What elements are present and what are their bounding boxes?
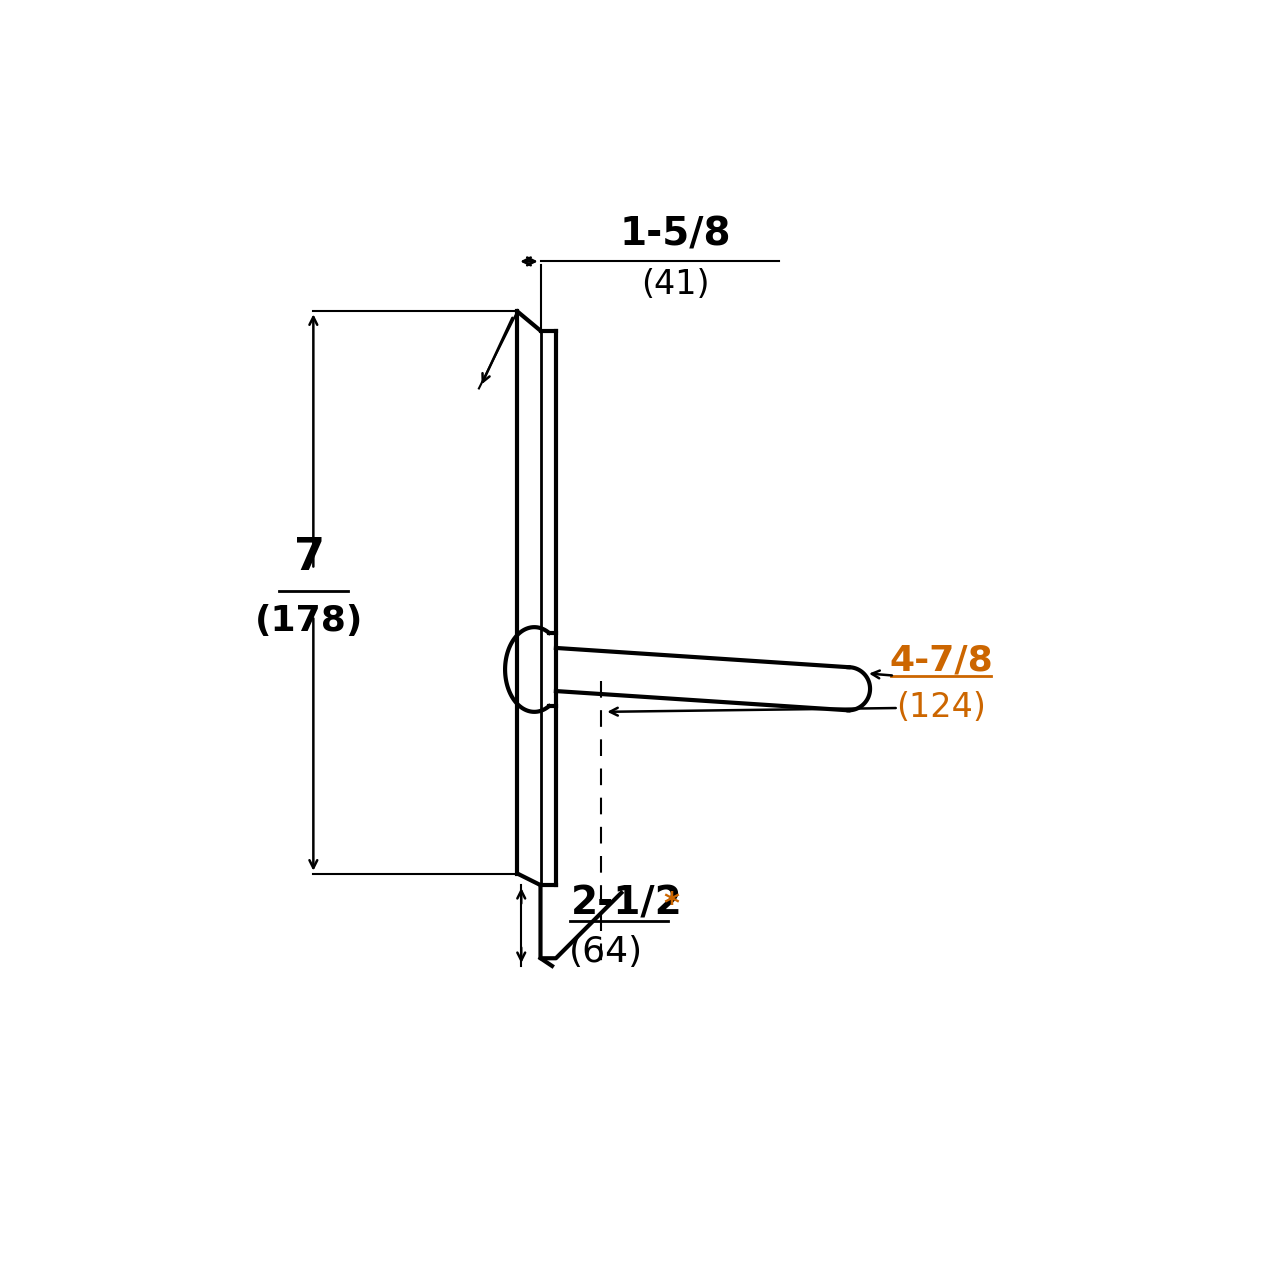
Text: (41): (41)	[641, 268, 709, 301]
Text: (178): (178)	[255, 604, 364, 637]
Text: 7: 7	[294, 535, 325, 579]
Text: 1-5/8: 1-5/8	[620, 216, 731, 253]
Text: *: *	[664, 890, 680, 919]
Text: 2-1/2: 2-1/2	[571, 884, 684, 922]
Text: (124): (124)	[896, 691, 986, 724]
Text: 4-7/8: 4-7/8	[890, 643, 993, 677]
Text: (64): (64)	[568, 936, 643, 969]
